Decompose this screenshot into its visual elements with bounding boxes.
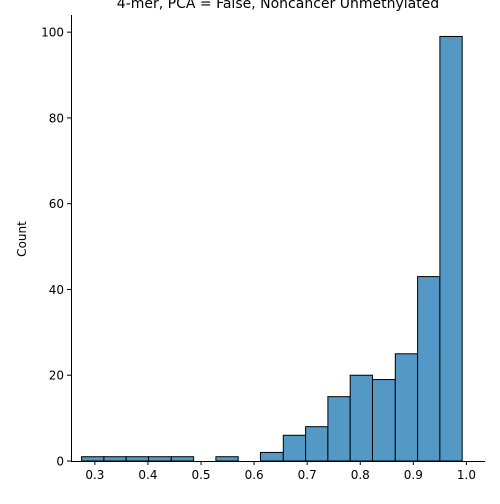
x-tick-label: 0.8: [351, 468, 370, 482]
x-tick-label: 0.6: [245, 468, 264, 482]
histogram-bar-2: [125, 456, 149, 462]
histogram-bar-3: [147, 456, 172, 462]
histogram-bar-0: [81, 456, 105, 462]
x-tick-label: 0.4: [138, 468, 157, 482]
x-tick-label: 0.9: [404, 468, 423, 482]
bars-group: [81, 35, 463, 462]
x-axis-ticks: 0.3 0.4 0.5 0.6 0.7 0.8 0.9 1.0: [85, 461, 476, 482]
histogram-bar-4: [170, 456, 195, 462]
y-tick-label: 60: [49, 197, 64, 211]
histogram-bar-13: [371, 379, 396, 462]
y-tick-label: 100: [41, 26, 64, 40]
y-tick-label: 20: [49, 369, 64, 383]
x-tick-label: 0.5: [191, 468, 210, 482]
histogram-bar-8: [259, 451, 284, 462]
y-tick-label: 40: [49, 283, 64, 297]
histogram-bar-16: [439, 35, 463, 462]
histogram-bar-9: [282, 434, 307, 462]
histogram-bar-14: [394, 353, 419, 462]
chart-title: 4-mer, PCA = False, Noncancer Unmethylat…: [117, 0, 439, 12]
histogram-bar-6: [215, 456, 239, 462]
y-axis-label: Count: [15, 221, 29, 257]
y-tick-label: 80: [49, 111, 64, 125]
x-tick-label: 0.3: [85, 468, 104, 482]
histogram-bar-12: [349, 374, 373, 462]
x-tick-label: 0.7: [298, 468, 317, 482]
histogram-bar-11: [327, 396, 351, 462]
y-axis-ticks: 0 20 40 60 80 100: [41, 26, 71, 469]
histogram-bar-15: [417, 276, 441, 462]
histogram-bar-1: [103, 456, 127, 462]
histogram-bar-10: [305, 426, 329, 462]
x-tick-label: 1.0: [457, 468, 476, 482]
y-tick-label: 0: [56, 455, 64, 469]
